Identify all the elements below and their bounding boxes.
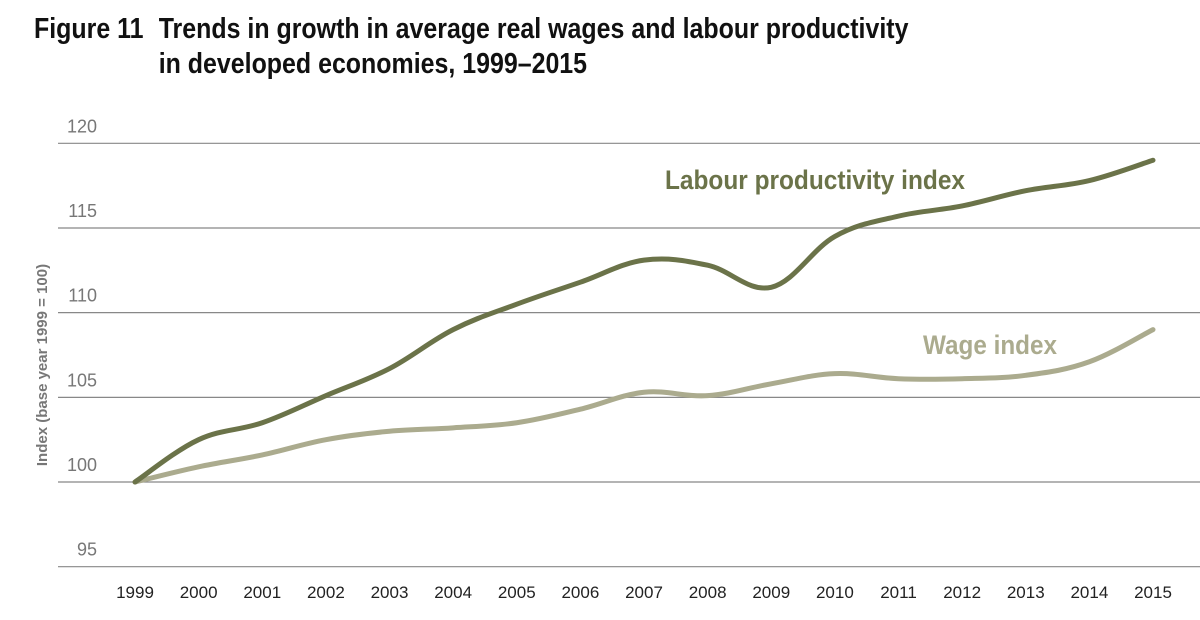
x-tick-label: 2002 [307, 583, 345, 602]
y-tick-label: 100 [67, 455, 97, 475]
x-tick-label: 2012 [943, 583, 981, 602]
x-tick-label: 2005 [498, 583, 536, 602]
y-axis-label: Index (base year 1999 = 100) [34, 264, 51, 466]
y-tick-label: 115 [68, 201, 97, 221]
x-tick-label: 2013 [1007, 583, 1045, 602]
y-tick-label: 120 [67, 116, 97, 136]
figure-title-line2: in developed economies, 1999–2015 [158, 48, 588, 80]
wage-line [132, 327, 1156, 485]
wage-series-label: Wage index [923, 330, 1057, 360]
y-tick-label: 95 [77, 540, 97, 560]
x-tick-label: 2014 [1070, 583, 1108, 602]
x-tick-label: 2009 [752, 583, 790, 602]
figure-number: Figure 11 [34, 13, 144, 45]
x-tick-label: 2006 [561, 583, 599, 602]
x-tick-label: 2000 [180, 583, 218, 602]
x-tick-label: 2010 [816, 583, 854, 602]
x-tick-label: 2008 [689, 583, 727, 602]
x-tick-label: 2015 [1134, 583, 1172, 602]
y-tick-label: 105 [67, 370, 97, 390]
y-tick-label: 110 [68, 286, 97, 306]
productivity-line [132, 157, 1156, 485]
productivity-series-label: Labour productivity index [665, 165, 965, 195]
x-tick-label: 2011 [880, 583, 917, 602]
x-tick-label: 2003 [371, 583, 409, 602]
x-tick-label: 2007 [625, 583, 663, 602]
x-tick-label: 2001 [243, 583, 281, 602]
x-tick-label: 2004 [434, 583, 472, 602]
figure-title-line1: Trends in growth in average real wages a… [158, 13, 909, 45]
x-tick-label: 1999 [116, 583, 154, 602]
figure-title: Figure 11 Trends in growth in average rea… [34, 12, 908, 82]
